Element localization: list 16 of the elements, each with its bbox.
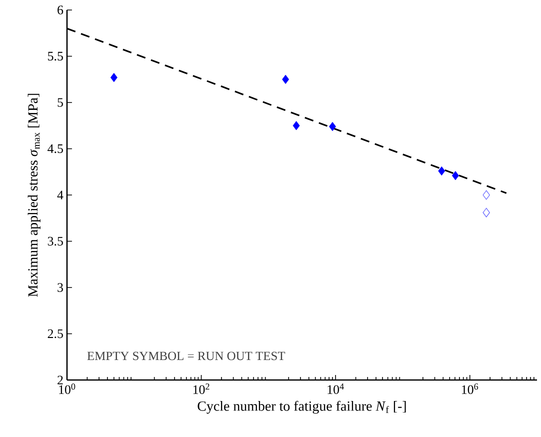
annotation: EMPTY SYMBOL = RUN OUT TEST (87, 352, 286, 360)
x-tick-label: 10$^{2}$ (193, 384, 210, 394)
y-tick-label: 3.5 (48, 236, 63, 246)
y-tick-label: 2 (58, 376, 63, 384)
x-axis-title: Cycle number to fatigue failure N$_{f}$ [-] (198, 400, 406, 414)
y-tick-label: 6 (58, 6, 64, 14)
y-tick-label: 4.5 (48, 144, 63, 154)
y-axis-title: Maximum applied stress σ$_{max}$ [MPa] (28, 94, 40, 297)
y-tick-label: 5 (58, 98, 63, 107)
y-tick-label: 2.5 (48, 329, 63, 338)
x-tick-label: 10$^{4}$ (328, 384, 344, 394)
y-tick-label: 5.5 (48, 52, 63, 61)
y-tick-label: 4 (57, 190, 64, 200)
y-tick-label: 3 (58, 283, 63, 292)
x-tick-label: 10$^{6}$ (462, 384, 478, 394)
x-tick-label: 10$^{0}$ (59, 384, 76, 394)
